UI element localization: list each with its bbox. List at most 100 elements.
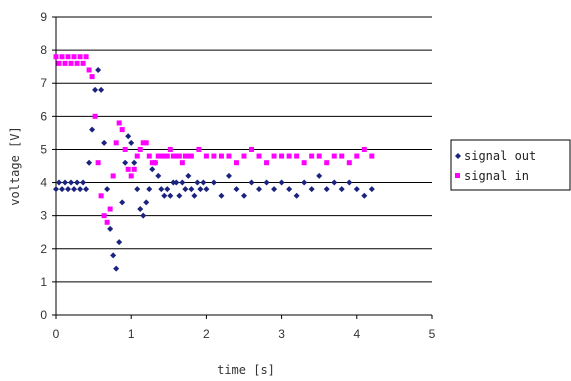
point-signal-in: [324, 160, 330, 166]
y-tick-label: 7: [40, 76, 47, 90]
x-tick-label: 4: [353, 327, 360, 341]
point-signal-in: [83, 54, 89, 60]
point-signal-out: [113, 265, 120, 272]
point-signal-out: [92, 86, 99, 93]
point-signal-in: [173, 153, 179, 159]
legend-item-signal-in: signal in: [455, 169, 529, 183]
y-tick-label: 5: [40, 142, 47, 156]
point-signal-in: [77, 54, 83, 60]
point-signal-in: [104, 219, 110, 225]
x-tick-label: 5: [429, 327, 436, 341]
point-signal-out: [210, 179, 217, 186]
point-signal-out: [128, 139, 135, 146]
point-signal-out: [368, 186, 375, 193]
x-tick-label: 2: [203, 327, 210, 341]
point-signal-out: [167, 192, 174, 199]
point-signal-in: [218, 153, 224, 159]
point-signal-in: [264, 160, 270, 166]
point-signal-out: [241, 192, 247, 199]
point-signal-in: [170, 153, 176, 159]
point-signal-in: [122, 146, 128, 152]
legend-marker-signal-in: [455, 173, 460, 178]
point-signal-out: [107, 225, 114, 232]
point-signal-out: [194, 179, 201, 186]
y-tick-label: 9: [40, 10, 47, 24]
point-signal-out: [225, 172, 232, 179]
point-signal-out: [353, 186, 360, 193]
point-signal-out: [104, 186, 111, 193]
legend: signal out signal in: [450, 139, 571, 191]
point-signal-in: [110, 173, 116, 179]
point-signal-in: [149, 160, 155, 166]
point-signal-out: [65, 186, 72, 193]
point-signal-out: [338, 186, 345, 193]
y-tick-label: 2: [40, 242, 47, 256]
point-signal-in: [62, 60, 68, 66]
point-signal-out: [119, 199, 126, 206]
point-signal-out: [101, 139, 108, 146]
point-signal-in: [155, 153, 161, 159]
series-signal-out: [53, 66, 375, 272]
point-signal-out: [218, 192, 225, 199]
point-signal-in: [271, 153, 277, 159]
point-signal-in: [140, 140, 146, 146]
point-signal-out: [71, 186, 78, 193]
point-signal-in: [369, 153, 375, 159]
point-signal-in: [167, 146, 173, 152]
point-signal-out: [95, 66, 102, 73]
point-signal-in: [354, 153, 360, 159]
point-signal-in: [143, 140, 149, 146]
point-signal-out: [86, 159, 93, 166]
y-tick-label: 6: [40, 109, 47, 123]
point-signal-in: [179, 160, 185, 166]
point-signal-in: [158, 153, 164, 159]
x-tick-label: 3: [278, 327, 285, 341]
point-signal-out: [233, 186, 240, 193]
point-signal-in: [125, 166, 131, 172]
point-signal-in: [98, 193, 104, 199]
point-signal-in: [80, 60, 86, 66]
legend-item-signal-out: signal out: [455, 149, 536, 163]
point-signal-out: [140, 212, 147, 219]
point-signal-in: [119, 127, 125, 133]
point-signal-out: [125, 133, 132, 140]
point-signal-in: [131, 166, 137, 172]
point-signal-in: [65, 54, 71, 60]
point-signal-in: [89, 74, 95, 80]
point-signal-out: [278, 179, 285, 186]
point-signal-in: [346, 160, 352, 166]
point-signal-out: [191, 192, 198, 199]
point-signal-out: [143, 199, 150, 206]
y-tick-label: 3: [40, 209, 47, 223]
point-signal-out: [80, 179, 87, 186]
point-signal-in: [211, 153, 217, 159]
point-signal-out: [161, 192, 168, 199]
point-signal-out: [98, 86, 105, 93]
point-signal-in: [241, 153, 247, 159]
legend-marker-signal-out: [455, 153, 461, 159]
point-signal-out: [286, 186, 293, 193]
point-signal-out: [176, 192, 183, 199]
point-signal-out: [83, 186, 90, 193]
y-tick-labels: 0 1 2 3 4 5 6 7 8 9: [40, 10, 47, 322]
legend-label-signal-in: signal in: [464, 169, 529, 183]
point-signal-out: [149, 166, 156, 173]
point-signal-out: [89, 126, 96, 133]
point-signal-in: [294, 153, 300, 159]
y-axis-title: voltage [V]: [8, 126, 22, 205]
point-signal-in: [116, 120, 122, 126]
point-signal-in: [301, 160, 307, 166]
point-signal-in: [68, 60, 74, 66]
point-signal-in: [152, 160, 158, 166]
point-signal-out: [331, 179, 338, 186]
point-signal-in: [226, 153, 232, 159]
point-signal-in: [101, 213, 107, 219]
point-signal-out: [131, 159, 138, 166]
point-signal-in: [161, 153, 167, 159]
point-signal-out: [293, 192, 300, 199]
point-signal-in: [361, 146, 367, 152]
point-signal-out: [74, 179, 81, 186]
point-signal-out: [62, 179, 69, 186]
point-signal-out: [316, 172, 323, 179]
point-signal-in: [233, 160, 239, 166]
